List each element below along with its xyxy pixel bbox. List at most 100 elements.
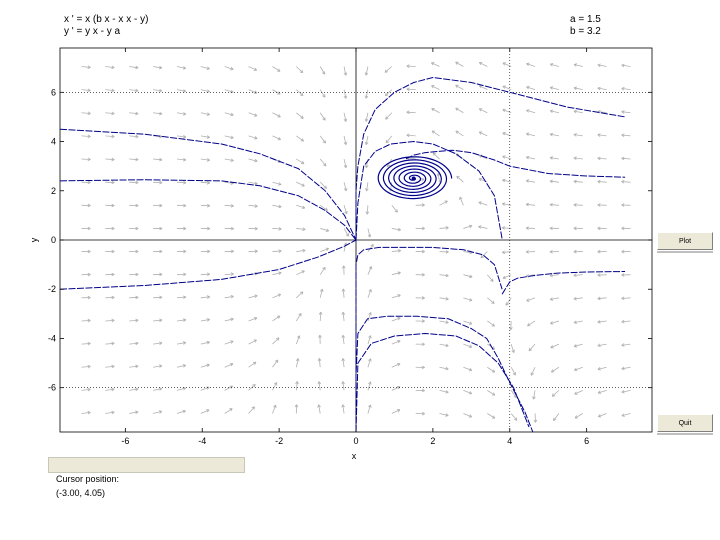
vector-field-arrow (463, 320, 473, 325)
vector-field-arrowhead (455, 61, 459, 65)
vector-field-arrow (248, 135, 258, 139)
vector-field-arrow (248, 66, 257, 71)
vector-field-arrowhead (526, 62, 530, 67)
vector-field-arrow (367, 381, 371, 391)
vector-field-arrow (224, 385, 233, 391)
vector-field-arrowhead (468, 367, 473, 372)
vector-field-arrowhead (397, 294, 401, 298)
vector-field-arrowhead (159, 341, 163, 345)
vector-field-arrowhead (597, 367, 601, 371)
vector-field-arrow (391, 363, 401, 368)
vector-field-arrow (295, 358, 299, 368)
vector-field-arrowhead (421, 178, 425, 182)
vector-field-arrowhead (502, 85, 506, 89)
vector-field-arrowhead (111, 226, 115, 231)
vector-field-arrow (342, 358, 345, 368)
vector-field-arrowhead (278, 249, 282, 253)
vector-field-arrow (528, 343, 536, 352)
vector-field-arrow (224, 89, 234, 93)
x-tick-label: 2 (430, 436, 435, 446)
vector-field-arrowhead (318, 311, 323, 315)
vector-field-arrowhead (491, 415, 496, 419)
vector-field-arrowhead (206, 386, 210, 390)
vector-field-arrowhead (525, 250, 529, 254)
vector-field-arrowhead (597, 414, 602, 418)
vector-field-arrowhead (573, 109, 577, 114)
vector-field-arrowhead (325, 247, 329, 252)
vector-field-arrow (478, 201, 488, 206)
equation-x: x ' = x (b x - x x - y) (64, 14, 149, 25)
vector-field-arrow (437, 173, 440, 183)
vector-field-arrowhead (343, 187, 348, 192)
vector-field-arrowhead (111, 203, 115, 208)
vector-field-arrowhead (254, 204, 258, 208)
vector-field-arrowhead (182, 318, 187, 322)
vector-field-arrow (391, 228, 401, 231)
vector-field-arrowhead (597, 203, 601, 207)
vector-field-arrowhead (230, 158, 234, 162)
vector-field-arrowhead (301, 205, 306, 209)
vector-field-arrow (621, 413, 631, 417)
vector-field-arrow (367, 335, 372, 345)
vector-field-arrowhead (368, 358, 372, 362)
vector-field-arrowhead (621, 366, 625, 371)
vector-field-arrow (367, 289, 372, 298)
vector-field-arrow (295, 381, 298, 391)
vector-field-arrowhead (253, 67, 258, 71)
vector-field-arrowhead (111, 318, 115, 323)
y-tick-label: -6 (48, 383, 56, 393)
quit-button[interactable]: Quit (657, 414, 713, 432)
vector-field-arrow (487, 320, 495, 327)
vector-field-arrow (502, 109, 512, 114)
plot-button[interactable]: Plot (657, 232, 713, 250)
vector-field-arrow (597, 157, 607, 160)
vector-field-arrowhead (135, 249, 139, 254)
vector-field-arrowhead (368, 289, 372, 293)
vector-field-arrow (105, 158, 115, 160)
vector-field-arrowhead (111, 272, 115, 277)
vector-field-arrowhead (455, 153, 460, 157)
vector-field-arrow (391, 272, 401, 276)
vector-field-arrow (272, 112, 281, 118)
vector-field-arrow (81, 388, 91, 391)
vector-field-arrow (502, 203, 512, 206)
vector-field-arrow (176, 158, 186, 161)
vector-field-arrow (455, 107, 464, 114)
x-tick-label: 6 (584, 436, 589, 446)
vector-field-arrowhead (182, 157, 187, 162)
vector-field-arrow (319, 266, 326, 275)
vector-field-arrowhead (343, 95, 348, 99)
vector-field-arrowhead (455, 107, 459, 111)
vector-field-arrowhead (573, 63, 577, 67)
vector-field-arrow (367, 358, 371, 368)
vector-field-arrowhead (431, 108, 435, 112)
vector-field-arrowhead (182, 66, 187, 70)
vector-field-arrowhead (325, 228, 330, 232)
vector-field-arrowhead (230, 249, 234, 254)
vector-field-arrow (439, 227, 449, 229)
vector-field-arrowhead (468, 391, 473, 395)
vector-field-arrowhead (365, 211, 370, 215)
vector-field-arrow (176, 410, 186, 414)
vector-field-arrowhead (321, 71, 326, 75)
x-tick-label: -6 (121, 436, 129, 446)
vector-field-arrowhead (526, 132, 530, 136)
vector-field-arrowhead (445, 297, 449, 301)
y-tick-label: -2 (48, 284, 56, 294)
vector-field-arrow (505, 297, 512, 306)
vector-field-arrowhead (573, 320, 577, 324)
vector-field-arrowhead (254, 294, 258, 298)
vector-field-arrow (487, 413, 496, 419)
vector-field-arrowhead (406, 133, 410, 138)
vector-field-arrowhead (111, 341, 115, 346)
vector-field-arrow (105, 388, 115, 391)
vector-field-arrowhead (87, 387, 91, 392)
vector-field-arrowhead (229, 408, 233, 412)
vector-field-arrow (153, 112, 163, 115)
equation-y: y ' = y x - y a (64, 26, 121, 37)
vector-field-arrowhead (364, 72, 369, 76)
vector-field-arrowhead (421, 365, 425, 370)
vector-field-arrowhead (513, 417, 518, 421)
vector-field-arrow (81, 89, 91, 91)
